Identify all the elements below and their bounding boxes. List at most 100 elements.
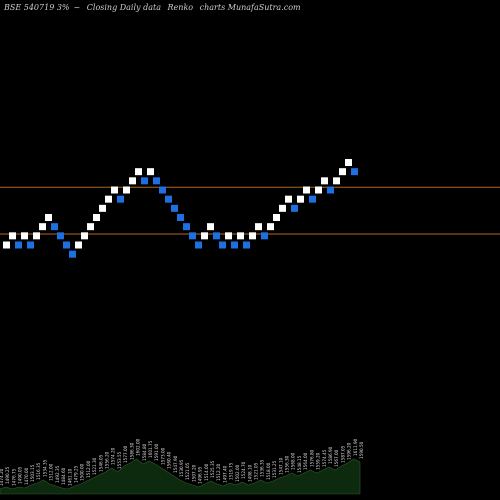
close-price-label: 1556.30 [285,455,290,473]
renko-up-brick [333,177,340,185]
renko-up-brick [75,241,82,249]
renko-down-brick [189,232,196,240]
renko-down-brick [141,177,148,185]
close-price-label: 1530.95 [179,459,184,477]
renko-down-brick [213,232,220,240]
renko-down-brick [63,241,70,249]
renko-up-brick [255,223,262,231]
renko-down-brick [309,195,316,203]
renko-up-brick [303,186,310,194]
close-price-label: 1536.35 [260,459,265,477]
renko-down-brick [177,214,184,221]
close-price-label: 1564.00 [303,452,308,470]
renko-up-brick [225,232,232,240]
close-price-label: 1476.75 [11,468,16,486]
renko-down-brick [27,241,34,249]
close-price-label: 1586.30 [129,442,134,460]
renko-up-brick [33,232,40,240]
renko-down-brick [195,241,202,249]
renko-up-brick [105,195,112,203]
renko-up-brick [297,195,304,203]
renko-up-brick [123,186,130,194]
close-price-label: 1591.00 [154,443,159,461]
close-price-label: 1497.40 [222,465,227,483]
renko-up-brick [267,223,274,231]
close-price-label: 1503.15 [30,464,35,482]
renko-down-brick [51,223,58,231]
close-price-label: 1521.05 [253,462,258,480]
renko-up-brick [45,214,52,221]
close-price-label: 1512.00 [49,463,54,481]
renko-up-brick [135,168,142,176]
close-price-label: 1521.05 [185,462,190,480]
renko-down-brick [165,195,172,203]
close-price-label: 1512.20 [216,463,221,481]
renko-up-brick [9,232,16,240]
close-price-label: 1514.00 [204,463,209,481]
close-price-label: 1573.00 [160,447,165,465]
renko-down-brick [171,204,178,212]
close-price-label: 1584.80 [142,443,147,461]
renko-up-brick [315,186,322,194]
renko-down-brick [57,232,64,240]
close-price-label: 1490.05 [18,466,23,484]
close-price-label: 1601.75 [148,440,153,458]
renko-up-brick [129,177,136,185]
close-price-label: 1590.50 [359,441,364,459]
renko-down-brick [183,223,190,231]
close-price-label: 1560.40 [167,451,172,469]
renko-up-brick [207,223,214,231]
close-price-label: 1553.55 [117,451,122,469]
renko-down-brick [231,241,238,249]
renko-down-brick [261,232,268,240]
renko-up-brick [111,186,118,194]
volume-area [0,458,361,495]
renko-up-brick [273,214,280,221]
renko-down-brick [243,241,250,249]
renko-up-brick [201,232,208,240]
renko-up-brick [279,204,286,212]
close-price-label: 1474.20 [0,468,4,486]
close-price-label: 1534.35 [42,459,47,477]
close-price-label: 1548.15 [297,455,302,473]
close-price-label: 1479.25 [73,465,78,483]
renko-up-brick [87,223,94,231]
title-chart-type: Renko [167,3,194,12]
close-price-label: 1586.90 [328,446,333,464]
close-price-label: 1531.25 [272,460,277,478]
renko-up-brick [237,232,244,240]
renko-down-brick [351,168,358,176]
renko-up-brick [321,177,328,185]
close-price-label: 1518.00 [266,462,271,480]
close-price-label: 1521.30 [92,457,97,475]
renko-up-brick [21,232,28,240]
renko-up-brick [99,204,106,212]
close-price-label: 1596.20 [347,442,352,460]
close-price-label: 1546.05 [98,454,103,472]
title-source: charts MunafaSutra.com [199,3,301,12]
close-price-label: 1576.80 [309,449,314,467]
close-price-label: 1496.95 [198,466,203,484]
close-price-label: 1502.00 [235,464,240,482]
renko-up-brick [249,232,256,240]
close-price-label: 1524.70 [241,461,246,479]
chart-title: BSE 540719 3% ~ Closing Daily data Renko … [4,3,305,12]
close-price-label: 1577.00 [123,445,128,463]
title-symbol: BSE 540719 3% [4,3,70,12]
close-price-label: 1519.75 [229,462,234,480]
renko-down-brick [219,241,226,249]
renko-down-brick [153,177,160,185]
close-price-label: 1547.90 [173,455,178,473]
renko-down-brick [69,250,76,258]
title-description: Closing Daily data [86,3,161,12]
close-price-label: 1602.00 [136,438,141,456]
renko-down-brick [159,186,166,194]
renko-up-brick [39,223,46,231]
close-price-label: 1567.00 [334,449,339,467]
close-price-label: 1556.20 [105,451,110,469]
close-price-label: 1525.35 [210,460,215,478]
close-price-label: 1492.35 [55,465,60,483]
renko-down-brick [327,186,334,194]
